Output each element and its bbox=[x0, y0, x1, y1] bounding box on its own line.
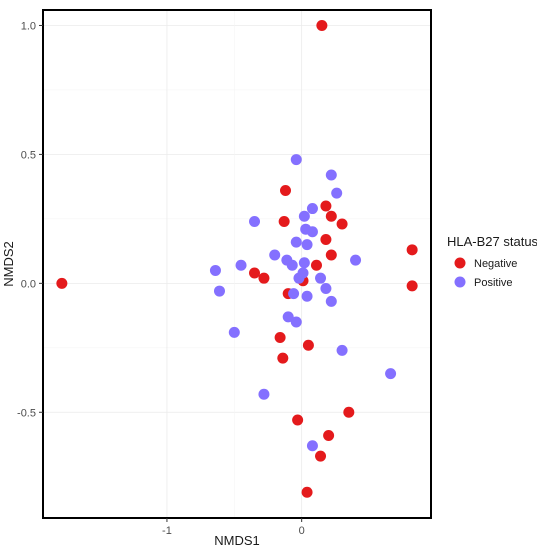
data-point-positive bbox=[331, 187, 343, 199]
data-points bbox=[56, 19, 418, 498]
data-point-negative bbox=[258, 272, 270, 284]
y-tick-label: 1.0 bbox=[21, 20, 36, 32]
x-tick-label: -1 bbox=[162, 525, 172, 537]
legend-title: HLA-B27 status bbox=[447, 234, 537, 249]
axis-ticks: -0.5 0.0 0.5 1.0 -1 0 bbox=[17, 20, 305, 537]
data-point-positive bbox=[385, 368, 397, 380]
data-point-positive bbox=[336, 344, 348, 356]
data-point-negative bbox=[343, 406, 355, 418]
x-axis-title: NMDS1 bbox=[214, 533, 260, 548]
legend-label-negative: Negative bbox=[474, 258, 517, 270]
data-point-positive bbox=[298, 210, 310, 222]
y-axis-title: NMDS2 bbox=[1, 241, 16, 287]
data-point-positive bbox=[290, 236, 302, 248]
data-point-positive bbox=[293, 272, 305, 284]
data-point-positive bbox=[325, 295, 337, 307]
data-point-negative bbox=[316, 19, 328, 31]
data-point-negative bbox=[56, 277, 68, 289]
data-point-negative bbox=[336, 218, 348, 230]
data-point-negative bbox=[320, 200, 332, 212]
data-point-negative bbox=[249, 267, 261, 279]
legend-key-positive bbox=[454, 276, 466, 288]
x-tick-label: 0 bbox=[299, 525, 305, 537]
data-point-positive bbox=[213, 285, 225, 297]
data-point-negative bbox=[301, 486, 313, 498]
data-point-positive bbox=[320, 282, 332, 294]
data-point-positive bbox=[301, 290, 313, 302]
series-positive bbox=[209, 154, 397, 452]
data-point-positive bbox=[209, 264, 221, 276]
data-point-negative bbox=[280, 185, 291, 197]
data-point-positive bbox=[269, 249, 281, 261]
data-point-negative bbox=[278, 215, 290, 227]
data-point-positive bbox=[290, 316, 302, 328]
data-point-positive bbox=[325, 169, 337, 181]
data-point-positive bbox=[258, 388, 270, 400]
data-point-negative bbox=[320, 234, 332, 246]
data-point-negative bbox=[315, 450, 327, 462]
data-point-negative bbox=[310, 259, 322, 271]
legend: HLA-B27 status Negative Positive bbox=[447, 234, 537, 289]
data-point-negative bbox=[406, 244, 418, 256]
data-point-positive bbox=[298, 257, 310, 269]
series-negative bbox=[56, 19, 418, 498]
legend-key-negative bbox=[454, 257, 466, 269]
data-point-positive bbox=[290, 154, 302, 166]
data-point-positive bbox=[282, 311, 294, 323]
y-tick-label: 0.5 bbox=[21, 149, 36, 161]
legend-label-positive: Positive bbox=[474, 277, 513, 289]
data-point-negative bbox=[292, 414, 304, 426]
y-tick-label: 0.0 bbox=[21, 278, 36, 290]
data-point-positive bbox=[306, 440, 318, 452]
data-point-negative bbox=[274, 331, 286, 343]
data-point-positive bbox=[286, 259, 298, 271]
data-point-negative bbox=[325, 210, 337, 222]
data-point-positive bbox=[235, 259, 247, 271]
data-point-positive bbox=[249, 215, 261, 227]
data-point-positive bbox=[228, 326, 240, 338]
data-point-negative bbox=[302, 339, 314, 351]
data-point-positive bbox=[301, 239, 313, 251]
data-point-negative bbox=[323, 429, 335, 441]
data-point-positive bbox=[306, 226, 318, 238]
y-tick-label: -0.5 bbox=[17, 407, 36, 419]
data-point-positive bbox=[350, 254, 362, 266]
data-point-negative bbox=[325, 249, 337, 261]
data-point-positive bbox=[288, 288, 300, 300]
data-point-negative bbox=[406, 280, 418, 292]
data-point-positive bbox=[315, 272, 327, 284]
data-point-negative bbox=[277, 352, 289, 364]
plot-panel-border bbox=[42, 9, 432, 519]
data-point-positive bbox=[306, 203, 318, 215]
